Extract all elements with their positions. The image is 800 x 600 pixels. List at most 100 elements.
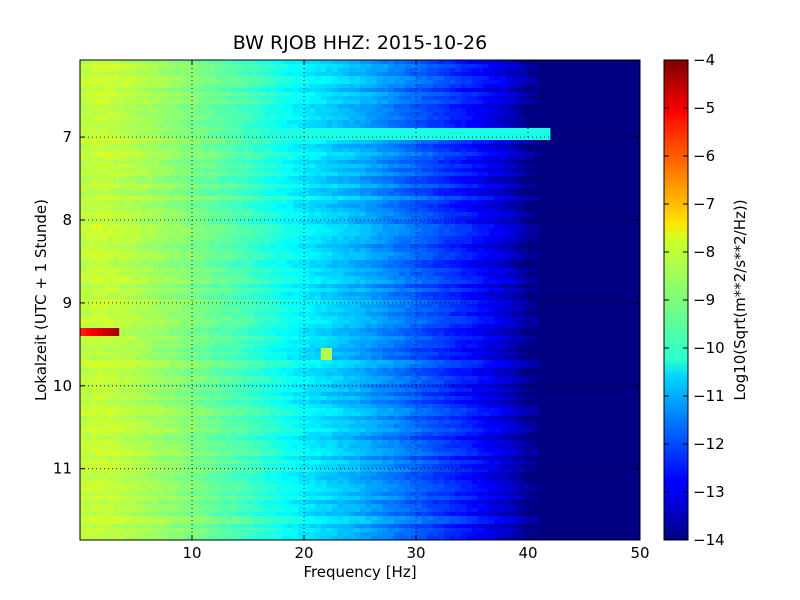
heatmap-cell xyxy=(180,72,187,77)
heatmap-cell xyxy=(421,224,428,229)
heatmap-cell xyxy=(584,96,591,101)
heatmap-cell xyxy=(623,144,630,149)
heatmap-cell xyxy=(186,128,193,133)
heatmap-cell xyxy=(124,156,131,161)
heatmap-cell xyxy=(152,88,159,93)
heatmap-cell xyxy=(197,64,204,69)
heatmap-cell xyxy=(309,184,316,189)
heatmap-cell xyxy=(617,92,624,97)
heatmap-cell xyxy=(281,180,288,185)
heatmap-cell xyxy=(248,212,255,217)
heatmap-cell xyxy=(253,112,260,117)
heatmap-cell xyxy=(292,188,299,193)
heatmap-cell xyxy=(208,176,215,181)
heatmap-cell xyxy=(516,60,523,65)
heatmap-cell xyxy=(600,72,607,77)
heatmap-cell xyxy=(399,140,406,145)
heatmap-cell xyxy=(326,252,333,257)
heatmap-cell xyxy=(612,256,619,261)
heatmap-cell xyxy=(455,204,462,209)
heatmap-cell xyxy=(259,92,266,97)
heatmap-cell xyxy=(371,216,378,221)
heatmap-cell xyxy=(516,180,523,185)
heatmap-cell xyxy=(332,256,339,261)
heatmap-cell xyxy=(281,128,288,133)
heatmap-cell xyxy=(147,208,154,213)
heatmap-cell xyxy=(623,60,630,65)
heatmap-cell xyxy=(248,208,255,213)
heatmap-cell xyxy=(472,124,479,129)
heatmap-cell xyxy=(259,256,266,261)
heatmap-cell xyxy=(584,92,591,97)
heatmap-cell xyxy=(606,252,613,257)
heatmap-cell xyxy=(180,148,187,153)
heatmap-cell xyxy=(332,200,339,205)
heatmap-cell xyxy=(320,196,327,201)
heatmap-cell xyxy=(124,208,131,213)
heatmap-cell xyxy=(147,200,154,205)
heatmap-cell xyxy=(214,148,221,153)
heatmap-cell xyxy=(623,104,630,109)
heatmap-cell xyxy=(455,252,462,257)
heatmap-cell xyxy=(231,100,238,105)
heatmap-cell xyxy=(472,164,479,169)
heatmap-cell xyxy=(320,252,327,257)
heatmap-cell xyxy=(332,196,339,201)
heatmap-cell xyxy=(130,120,137,125)
heatmap-cell xyxy=(550,104,557,109)
heatmap-cell xyxy=(304,220,311,225)
heatmap-cell xyxy=(287,152,294,157)
heatmap-cell xyxy=(539,168,546,173)
heatmap-cell xyxy=(432,208,439,213)
heatmap-cell xyxy=(539,228,546,233)
heatmap-cell xyxy=(203,228,210,233)
heatmap-cell xyxy=(186,224,193,229)
heatmap-cell xyxy=(550,108,557,113)
heatmap-cell xyxy=(309,100,316,105)
heatmap-cell xyxy=(432,216,439,221)
heatmap-cell xyxy=(231,76,238,81)
heatmap-cell xyxy=(175,84,182,89)
heatmap-cell xyxy=(460,232,467,237)
heatmap-cell xyxy=(584,188,591,193)
heatmap-cell xyxy=(326,228,333,233)
heatmap-cell xyxy=(242,168,249,173)
heatmap-cell xyxy=(315,92,322,97)
heatmap-cell xyxy=(276,140,283,145)
heatmap-cell xyxy=(516,184,523,189)
heatmap-cell xyxy=(298,60,305,65)
heatmap-cell xyxy=(438,180,445,185)
heatmap-cell xyxy=(186,140,193,145)
heatmap-cell xyxy=(141,244,148,249)
heatmap-cell xyxy=(438,128,445,133)
heatmap-cell xyxy=(326,124,333,129)
heatmap-cell xyxy=(287,120,294,125)
heatmap-cell xyxy=(332,76,339,81)
heatmap-cell xyxy=(80,76,87,81)
heatmap-cell xyxy=(432,244,439,249)
heatmap-cell xyxy=(124,164,131,169)
heatmap-cell xyxy=(80,232,87,237)
heatmap-cell xyxy=(421,160,428,165)
heatmap-cell xyxy=(449,140,456,145)
heatmap-cell xyxy=(544,244,551,249)
heatmap-cell xyxy=(600,216,607,221)
heatmap-cell xyxy=(197,224,204,229)
heatmap-cell xyxy=(472,120,479,125)
heatmap-cell xyxy=(393,228,400,233)
heatmap-cell xyxy=(281,144,288,149)
heatmap-cell xyxy=(113,100,120,105)
heatmap-cell xyxy=(348,60,355,65)
heatmap-cell xyxy=(348,100,355,105)
heatmap-cell xyxy=(589,148,596,153)
heatmap-cell xyxy=(276,188,283,193)
heatmap-cell xyxy=(220,84,227,89)
heatmap-cell xyxy=(276,252,283,257)
heatmap-cell xyxy=(180,228,187,233)
heatmap-cell xyxy=(80,108,87,113)
heatmap-cell xyxy=(404,252,411,257)
heatmap-cell xyxy=(421,180,428,185)
heatmap-cell xyxy=(488,248,495,253)
heatmap-cell xyxy=(130,188,137,193)
heatmap-cell xyxy=(522,172,529,177)
